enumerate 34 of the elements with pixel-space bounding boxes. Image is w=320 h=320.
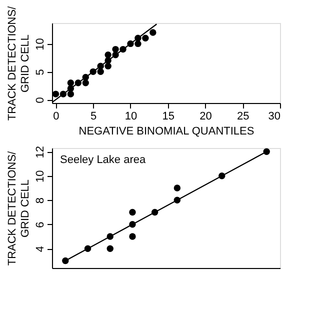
y-tick-label: 8 bbox=[34, 198, 46, 204]
point bbox=[174, 184, 181, 192]
y-tick-label: 12 bbox=[34, 146, 46, 158]
x-tick-label: 5 bbox=[90, 110, 97, 122]
point bbox=[104, 52, 112, 58]
x-tick-label: 20 bbox=[200, 110, 212, 122]
point bbox=[134, 40, 142, 48]
y-axis-title: TRACK DETECTIONS/ GRID CELL bbox=[6, 150, 32, 266]
point bbox=[97, 68, 104, 76]
point bbox=[129, 233, 136, 240]
point bbox=[67, 80, 74, 86]
point bbox=[67, 90, 74, 98]
x-tick-label: 10 bbox=[124, 110, 138, 122]
annotation: Seeley Lake area bbox=[60, 154, 146, 166]
point bbox=[52, 90, 60, 98]
x-tick-label: 0 bbox=[53, 110, 60, 122]
y-axis-title: TRACK DETECTIONS/ GRID CELL bbox=[6, 5, 32, 121]
point bbox=[112, 46, 119, 53]
point bbox=[82, 80, 89, 86]
y-tick-label: 4 bbox=[34, 246, 46, 252]
y-tick-label: 10 bbox=[34, 38, 46, 50]
x-axis-title: NEGATIVE BINOMIAL QUANTILES bbox=[78, 126, 254, 138]
point bbox=[150, 29, 156, 36]
y-tick-label: 6 bbox=[34, 222, 46, 228]
x-tick-label: 25 bbox=[237, 110, 250, 122]
point bbox=[106, 245, 114, 252]
y-tick-label: 5 bbox=[34, 69, 46, 76]
x-tick-label: 15 bbox=[162, 110, 174, 122]
point bbox=[104, 62, 112, 70]
point bbox=[142, 34, 149, 42]
y-tick-label: 10 bbox=[34, 170, 46, 183]
point bbox=[129, 208, 136, 216]
y-tick-label: 0 bbox=[34, 97, 46, 104]
x-tick-label: 30 bbox=[268, 110, 280, 122]
